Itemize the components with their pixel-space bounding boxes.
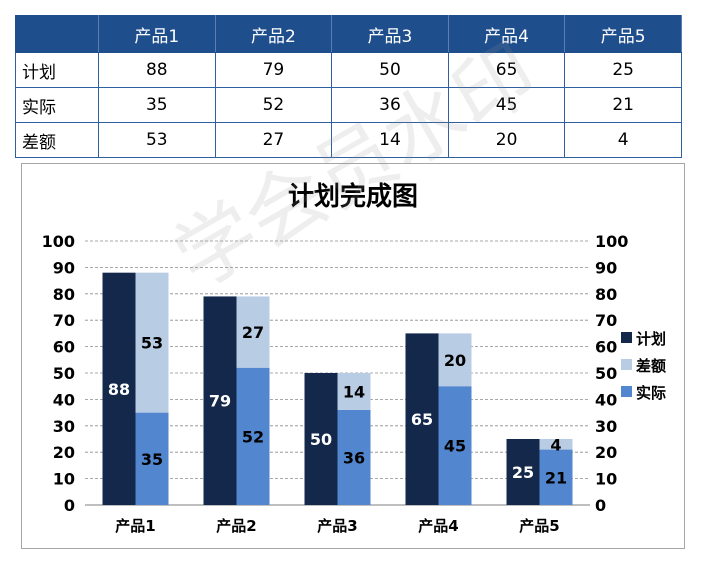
bar-实际 [135, 412, 169, 505]
x-axis-tick-label: 产品1 [115, 517, 155, 535]
table-cell: 14 [331, 122, 449, 158]
y2-axis-tick-label: 30 [595, 417, 617, 436]
y-axis-tick-label: 60 [53, 338, 75, 357]
data-label: 35 [141, 450, 163, 469]
legend-label: 实际 [636, 384, 666, 402]
table-cell: 45 [447, 87, 566, 123]
y-axis-tick-label: 10 [53, 470, 75, 489]
y2-axis-tick-label: 60 [595, 338, 617, 357]
y-axis-tick-label: 80 [53, 285, 75, 304]
table-cell: 53 [98, 122, 216, 158]
x-axis-tick-label: 产品5 [519, 517, 559, 535]
data-label: 20 [444, 351, 466, 370]
table-cell: 65 [447, 52, 566, 88]
table-cell: 50 [331, 52, 449, 88]
table-cell: 36 [331, 87, 449, 123]
table-cell: 4 [564, 122, 682, 158]
table-column-header: 产品5 [564, 15, 682, 53]
table-column-header: 产品3 [331, 15, 449, 53]
y-axis-tick-label: 90 [53, 258, 75, 277]
bar-计划 [405, 333, 439, 505]
y2-axis-tick-label: 70 [595, 311, 617, 330]
y2-axis-tick-label: 0 [595, 496, 606, 515]
table-cell: 35 [98, 87, 216, 123]
y-axis-tick-label: 100 [42, 232, 75, 251]
legend-swatch-实际 [621, 386, 632, 397]
data-label: 79 [209, 392, 231, 411]
chart-title: 计划完成图 [288, 181, 418, 212]
data-label: 36 [343, 448, 365, 467]
table-row: 计划 88 79 50 65 25 [15, 52, 682, 88]
data-label: 52 [242, 427, 264, 446]
table-cell: 27 [214, 122, 333, 158]
table-cell: 52 [214, 87, 333, 123]
bar-实际 [337, 409, 371, 505]
data-label: 88 [108, 380, 130, 399]
data-label: 65 [411, 410, 433, 429]
data-label: 27 [242, 323, 264, 342]
y-axis-tick-label: 40 [53, 390, 75, 409]
x-axis-tick-label: 产品2 [216, 517, 256, 535]
legend-label: 计划 [636, 330, 666, 348]
x-axis-tick-label: 产品3 [317, 517, 357, 535]
x-axis-tick-label: 产品4 [418, 517, 458, 535]
data-label: 25 [512, 463, 534, 482]
y2-axis-tick-label: 10 [595, 470, 617, 489]
table-row-label: 实际 [15, 87, 99, 123]
table-cell: 21 [564, 87, 682, 123]
table-header-row: 产品1 产品2 产品3 产品4 产品5 [15, 15, 682, 53]
table-row-label: 差额 [15, 122, 99, 158]
y-axis-tick-label: 70 [53, 311, 75, 330]
data-label: 21 [545, 468, 567, 487]
legend-swatch-计划 [621, 332, 632, 343]
data-table: 产品1 产品2 产品3 产品4 产品5 计划 88 79 50 65 25 实际 35 52 36 45 21… [15, 15, 682, 158]
bar-实际 [539, 449, 573, 505]
bar-差额 [438, 333, 472, 387]
y2-axis-tick-label: 50 [595, 364, 617, 383]
bar-实际 [438, 386, 472, 505]
bar-差额 [337, 373, 371, 410]
table-cell: 20 [447, 122, 566, 158]
bar-差额 [539, 439, 573, 450]
data-label: 45 [444, 437, 466, 456]
y2-axis-tick-label: 40 [595, 390, 617, 409]
y2-axis-tick-label: 90 [595, 258, 617, 277]
bar-计划 [304, 373, 338, 505]
y-axis-tick-label: 50 [53, 364, 75, 383]
chart-svg: 计划完成图 0 0 10 10 20 20 30 30 40 40 50 50 60 60 70 70 80 80 9… [42, 181, 666, 535]
table-cell: 88 [98, 52, 216, 88]
legend-label: 差额 [636, 357, 666, 375]
bar-差额 [135, 272, 169, 413]
table-cell: 25 [564, 52, 682, 88]
y-axis-tick-label: 20 [53, 443, 75, 462]
bar-实际 [236, 367, 270, 505]
data-label: 4 [550, 435, 561, 454]
data-label: 14 [343, 382, 365, 401]
bar-计划 [506, 439, 540, 505]
table-column-header: 产品1 [98, 15, 216, 53]
table-corner-cell [15, 15, 99, 53]
bar-差额 [236, 296, 270, 368]
table-column-header: 产品4 [447, 15, 566, 53]
y-axis-tick-label: 30 [53, 417, 75, 436]
y2-axis-tick-label: 100 [595, 232, 628, 251]
table-row: 实际 35 52 36 45 21 [15, 87, 682, 123]
table-column-header: 产品2 [214, 15, 333, 53]
bar-计划 [102, 272, 136, 505]
y-axis-tick-label: 0 [64, 496, 75, 515]
data-label: 50 [310, 430, 332, 449]
table-cell: 79 [214, 52, 333, 88]
chart-area: 计划完成图 0 0 10 10 20 20 30 30 40 40 50 50 60 60 70 70 80 80 9… [21, 163, 685, 549]
table-row-label: 计划 [15, 52, 99, 88]
y2-axis-tick-label: 20 [595, 443, 617, 462]
legend-swatch-差额 [621, 359, 632, 370]
bar-计划 [203, 296, 237, 505]
data-label: 53 [141, 334, 163, 353]
table-row: 差额 53 27 14 20 4 [15, 122, 682, 158]
y2-axis-tick-label: 80 [595, 285, 617, 304]
